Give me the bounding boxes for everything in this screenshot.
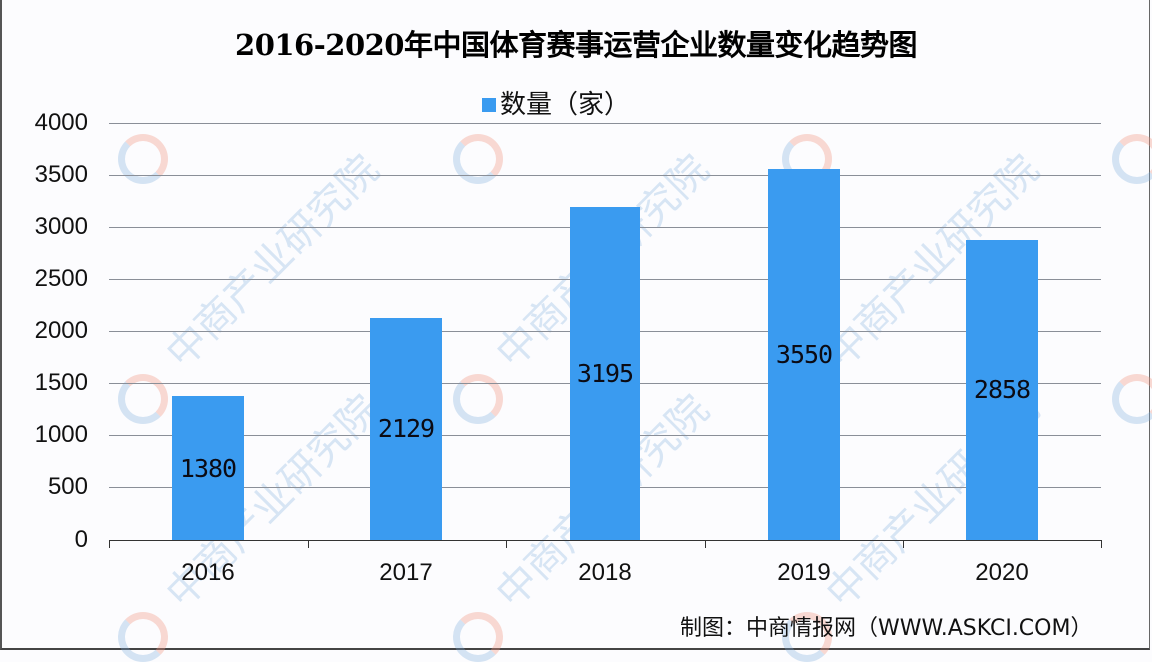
legend-label: 数量（家） (500, 89, 631, 120)
bar-value-label: 2129 (377, 414, 435, 443)
bar-2019: 3550 (768, 169, 840, 540)
x-tick-label: 2018 (578, 559, 632, 586)
x-axis-tick (308, 540, 309, 548)
source-credit: 制图：中商情报网（WWW.ASKCI.COM） (680, 616, 1093, 641)
legend: 数量（家） (482, 86, 631, 120)
bar-value-label: 3550 (775, 340, 833, 369)
x-tick-label: 2016 (181, 559, 235, 586)
gridline (109, 175, 1101, 176)
x-axis-tick (506, 540, 507, 548)
x-axis-tick (705, 540, 706, 548)
bar-value-label: 2858 (973, 375, 1031, 404)
y-tick-label: 1000 (34, 421, 88, 448)
chart-title: 2016-2020年中国体育赛事运营企业数量变化趋势图 (235, 28, 917, 62)
legend-swatch-icon (482, 98, 496, 112)
x-tick-label: 2017 (379, 559, 433, 586)
bar-2017: 2129 (370, 318, 442, 540)
y-tick-label: 500 (47, 473, 88, 500)
y-tick-label: 2000 (34, 317, 88, 344)
bar-value-label: 3195 (576, 359, 634, 388)
y-tick-label: 2500 (34, 265, 88, 292)
y-tick-label: 4000 (34, 109, 88, 136)
y-tick-label: 3000 (34, 213, 88, 240)
y-tick-label: 3500 (34, 161, 88, 188)
x-axis-tick (109, 540, 110, 548)
y-tick-label: 1500 (34, 369, 88, 396)
x-tick-label: 2019 (777, 559, 831, 586)
x-axis-tick (903, 540, 904, 548)
bar-value-label: 1380 (179, 454, 237, 483)
y-tick-label: 0 (74, 526, 88, 553)
x-axis-tick (1101, 540, 1102, 548)
bar-2018: 3195 (570, 207, 640, 540)
x-tick-label: 2020 (975, 559, 1029, 586)
bar-2020: 2858 (966, 240, 1038, 540)
gridline (109, 123, 1101, 124)
bar-2016: 1380 (172, 396, 244, 540)
x-axis-line (109, 540, 1101, 541)
